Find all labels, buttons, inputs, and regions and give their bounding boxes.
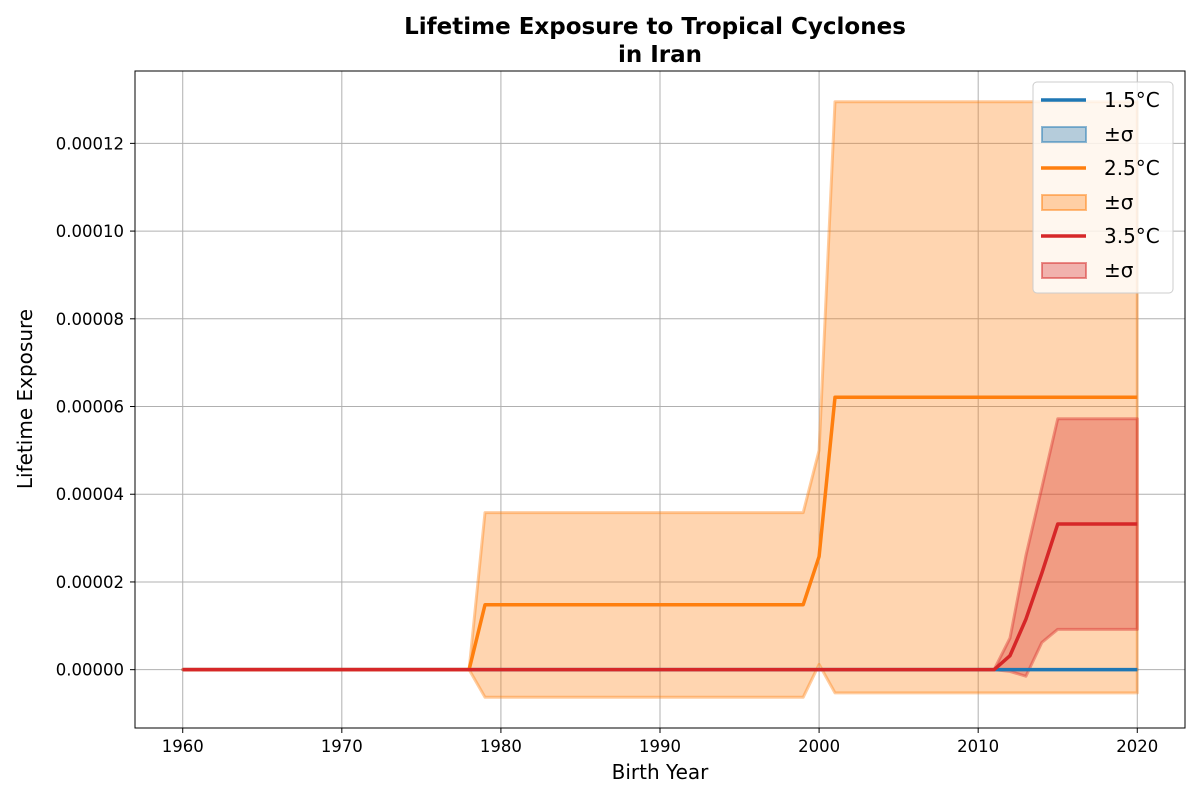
y-tick-label: 0.00010 [56, 222, 124, 241]
legend-label: 1.5°C [1104, 88, 1160, 112]
legend-box [1032, 81, 1174, 294]
x-axis-ticks: 1960 1970 1980 1990 2000 2010 2020 [162, 728, 1158, 756]
x-tick-label: 1970 [321, 737, 363, 756]
x-tick-label: 2010 [957, 737, 999, 756]
y-axis-label: Lifetime Exposure [13, 309, 37, 489]
x-axis-label: Birth Year [612, 760, 709, 784]
legend-band-label: ±σ [1104, 258, 1134, 282]
y-tick-label: 0.00002 [56, 573, 124, 592]
chart-subtitle: in Iran [618, 42, 702, 68]
legend-band-swatch [1041, 262, 1087, 279]
legend-label: 3.5°C [1104, 224, 1160, 248]
legend: 1.5°C ±σ 2.5°C ±σ 3.5°C ±σ [1032, 81, 1174, 294]
series-line-3.5°C [182, 522, 1138, 672]
y-axis-ticks: 0.00000 0.00002 0.00004 0.00006 0.00008 0.000… [56, 134, 135, 680]
legend-band-swatch [1041, 126, 1087, 143]
y-tick-label: 0.00000 [56, 661, 124, 680]
y-tick-label: 0.00004 [56, 485, 124, 504]
x-tick-label: 1990 [639, 737, 681, 756]
y-tick-label: 0.00008 [56, 310, 124, 329]
legend-band-label: ±σ [1104, 122, 1134, 146]
chart-title: Lifetime Exposure to Tropical Cyclones [404, 14, 906, 40]
legend-label: 2.5°C [1104, 156, 1160, 180]
x-tick-label: 2020 [1116, 737, 1158, 756]
legend-band-label: ±σ [1104, 190, 1134, 214]
x-tick-label: 1980 [480, 737, 522, 756]
y-tick-label: 0.00006 [56, 398, 124, 417]
x-tick-label: 1960 [162, 737, 204, 756]
legend-band-swatch [1041, 194, 1087, 211]
series-lines [182, 395, 1138, 672]
y-tick-label: 0.00012 [56, 134, 124, 153]
x-tick-label: 2000 [798, 737, 840, 756]
grid-lines [135, 71, 1185, 728]
